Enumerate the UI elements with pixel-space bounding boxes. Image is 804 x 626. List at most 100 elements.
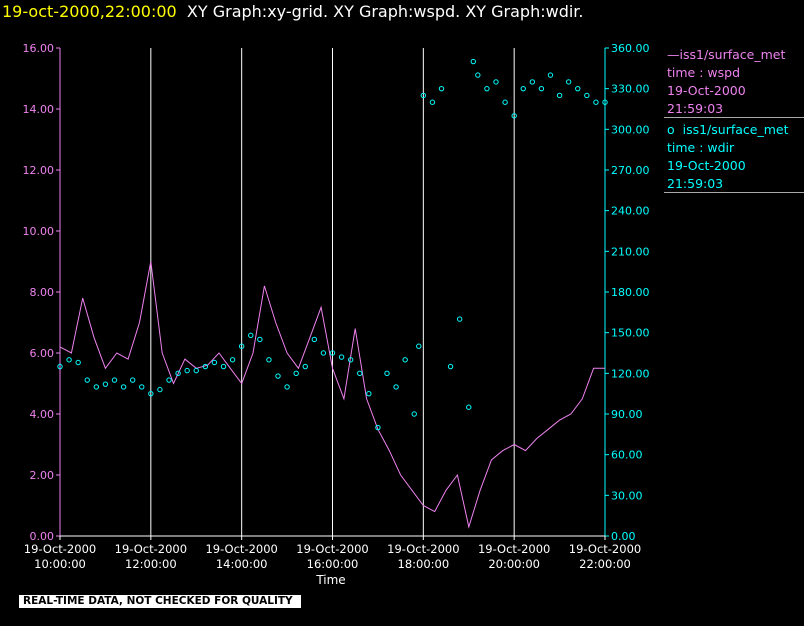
wdir-point xyxy=(602,99,608,105)
legend-divider xyxy=(664,192,804,193)
left-tick-label: 10.00 xyxy=(23,225,55,238)
x-tick-time-label: 14:00:00 xyxy=(216,557,268,571)
wdir-point xyxy=(266,357,272,363)
wdir-point xyxy=(84,377,90,383)
right-tick-label: 0.00 xyxy=(611,530,636,543)
left-tick-label: 2.00 xyxy=(30,469,55,482)
x-tick-date-label: 19-Oct-2000 xyxy=(24,542,96,556)
left-tick-label: 12.00 xyxy=(23,164,55,177)
wdir-point xyxy=(166,377,172,383)
wdir-point xyxy=(402,357,408,363)
wdir-point xyxy=(366,390,372,397)
wdir-point xyxy=(293,370,299,377)
x-tick-time-label: 10:00:00 xyxy=(34,557,86,571)
left-tick-label: 6.00 xyxy=(30,347,55,360)
left-tick-label: 8.00 xyxy=(30,286,55,299)
wdir-point xyxy=(593,99,599,105)
wdir-point xyxy=(193,367,199,374)
wdir-point xyxy=(320,350,327,356)
x-tick-date-label: 19-Oct-2000 xyxy=(387,542,459,556)
right-tick-label: 120.00 xyxy=(611,367,650,380)
legend-wdir-time: 21:59:03 xyxy=(667,176,724,191)
wspd-series xyxy=(59,261,605,529)
x-tick-time-label: 18:00:00 xyxy=(398,557,450,571)
wdir-point xyxy=(229,357,236,363)
wdir-point xyxy=(75,359,81,366)
wdir-point xyxy=(547,72,554,78)
wdir-point xyxy=(447,363,454,370)
x-tick-date-label: 19-Oct-2000 xyxy=(115,542,187,556)
wdir-point xyxy=(66,357,72,363)
wdir-point xyxy=(129,377,136,383)
legend-wspd-date: 19-Oct-2000 xyxy=(667,83,746,98)
wdir-point xyxy=(420,92,427,99)
wdir-point xyxy=(393,384,399,390)
wdir-point xyxy=(111,377,118,383)
wdir-point xyxy=(220,363,227,370)
legend-wspd-line-marker: — xyxy=(667,47,680,62)
wdir-point xyxy=(529,79,536,85)
x-tick-time-label: 16:00:00 xyxy=(307,557,359,571)
wdir-point xyxy=(139,384,145,390)
x-axis-label: Time xyxy=(315,573,345,587)
wdir-point xyxy=(357,370,363,377)
x-tick-time-label: 20:00:00 xyxy=(488,557,540,571)
x-tick-date-label: 19-Oct-2000 xyxy=(569,542,641,556)
wdir-point xyxy=(157,386,163,393)
legend-divider xyxy=(664,117,804,118)
quality-warning: REAL-TIME DATA, NOT CHECKED FOR QUALITY xyxy=(19,595,301,608)
vertical-grid xyxy=(150,48,515,536)
wdir-point xyxy=(511,113,517,119)
wdir-point xyxy=(257,336,263,343)
title-timestamp: 19-oct-2000,22:00:00 xyxy=(2,2,177,21)
legend-wdir-circle-marker: o xyxy=(667,122,675,137)
wdir-point xyxy=(211,359,218,366)
right-tick-label: 150.00 xyxy=(611,327,650,340)
wdir-point xyxy=(484,85,490,92)
x-tick-date-label: 19-Oct-2000 xyxy=(205,542,277,556)
wdir-point xyxy=(347,357,354,363)
left-tick-label: 0.00 xyxy=(30,530,55,543)
legend-wdir: o iss1/surface_met time : wdir 19-Oct-20… xyxy=(667,121,789,193)
legend-wdir-var: time : wdir xyxy=(667,140,735,155)
wdir-point xyxy=(184,367,190,374)
wdir-point xyxy=(411,411,417,417)
right-tick-label: 330.00 xyxy=(611,83,650,96)
wdir-series xyxy=(57,58,608,431)
wdir-point xyxy=(375,424,381,431)
right-tick-label: 180.00 xyxy=(611,286,650,299)
x-tick-time-label: 12:00:00 xyxy=(125,557,177,571)
legend-wdir-date: 19-Oct-2000 xyxy=(667,158,746,173)
x-tick-time-label: 22:00:00 xyxy=(579,557,631,571)
axes: 0.00 2.00 4.00 6.00 8.00 10.00 12.00 14.00 16.00… xyxy=(23,42,650,571)
wdir-point xyxy=(466,404,472,410)
right-tick-label: 240.00 xyxy=(611,205,650,218)
legend-wspd: —iss1/surface_met time : wspd 19-Oct-200… xyxy=(667,46,785,118)
legend-wspd-var: time : wspd xyxy=(667,65,741,80)
wdir-point xyxy=(584,92,590,99)
wdir-point xyxy=(148,390,154,397)
legend-wspd-source: —iss1/surface_met xyxy=(667,46,785,64)
wdir-point xyxy=(338,354,345,360)
right-tick-label: 300.00 xyxy=(611,123,650,136)
legend-wdir-source: o iss1/surface_met xyxy=(667,121,789,139)
wdir-point xyxy=(302,363,308,370)
wdir-point xyxy=(502,99,508,105)
title-graph-list: XY Graph:xy-grid. XY Graph:wspd. XY Grap… xyxy=(186,2,584,21)
left-tick-label: 16.00 xyxy=(23,42,55,55)
x-tick-date-label: 19-Oct-2000 xyxy=(296,542,368,556)
legend-wspd-source-text: iss1/surface_met xyxy=(679,47,786,62)
right-tick-label: 90.00 xyxy=(611,408,643,421)
wdir-point xyxy=(311,336,318,343)
wdir-point xyxy=(565,79,572,85)
wdir-point xyxy=(456,316,463,322)
wdir-point xyxy=(429,99,436,105)
wdir-point xyxy=(538,85,545,92)
right-tick-label: 210.00 xyxy=(611,245,650,258)
wdir-point xyxy=(93,384,100,390)
wdir-point xyxy=(275,373,281,379)
wdir-point xyxy=(493,79,499,85)
wdir-point xyxy=(575,85,581,92)
right-tick-label: 360.00 xyxy=(611,42,650,55)
